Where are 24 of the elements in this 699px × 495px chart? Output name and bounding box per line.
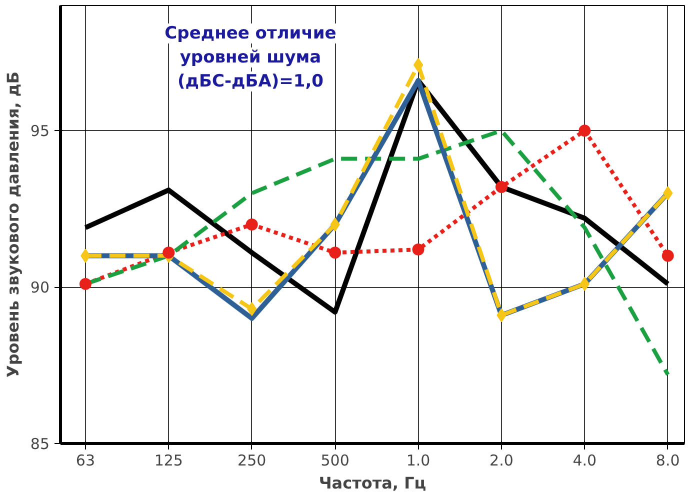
y-axis-title: Уровень звукового давления, дБ <box>3 72 22 378</box>
point <box>330 218 340 232</box>
point <box>79 278 92 290</box>
y-tick-label: 95 <box>30 122 50 140</box>
y-tick-label: 90 <box>30 278 50 297</box>
y-tick-label: 85 <box>30 435 50 453</box>
x-tick-label: 8.0 <box>656 452 680 470</box>
point <box>662 250 674 262</box>
point <box>329 246 342 259</box>
x-tick-label: 250 <box>238 452 266 470</box>
point <box>246 218 258 230</box>
point <box>495 180 508 193</box>
x-axis-title: Частота, Гц <box>318 474 426 492</box>
point <box>578 124 591 137</box>
x-tick-label: 63 <box>76 452 96 470</box>
x-tick-label: 1.0 <box>406 452 430 470</box>
x-tick-label: 500 <box>320 452 350 470</box>
x-tick-label: 2.0 <box>490 452 514 470</box>
x-tick-label: 4.0 <box>572 452 597 470</box>
point <box>412 244 424 256</box>
x-tick-label: 125 <box>154 452 183 470</box>
point <box>162 246 175 259</box>
point <box>413 58 424 72</box>
annotation: Среднее отличие уровней шума (дБС-дБА)=1,0 <box>164 24 336 92</box>
